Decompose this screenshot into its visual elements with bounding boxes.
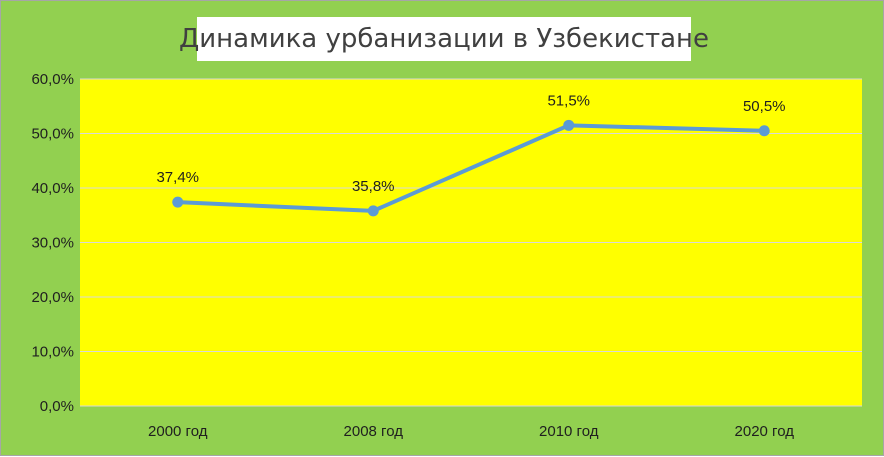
x-tick-label: 2000 год [148, 423, 208, 440]
data-point [563, 119, 575, 131]
y-tick-label: 20,0% [31, 289, 74, 306]
data-label: 35,8% [352, 178, 395, 195]
y-tick-label: 0,0% [40, 398, 74, 415]
series-line [175, 123, 767, 213]
data-point [758, 125, 770, 137]
y-tick-label: 30,0% [31, 235, 74, 252]
data-label: 50,5% [743, 98, 786, 115]
y-tick-label: 40,0% [31, 180, 74, 197]
y-tick-label: 60,0% [31, 71, 74, 88]
y-tick-label: 10,0% [31, 344, 74, 361]
chart-title-box: Динамика урбанизации в Узбекистане [179, 17, 709, 61]
y-axis-ticks: 0,0% 10,0% 20,0% 30,0% 40,0% 50,0% 60,0% [31, 71, 74, 415]
chart-title: Динамика урбанизации в Узбекистане [178, 24, 710, 54]
data-point [367, 205, 379, 217]
data-labels: 37,4% 35,8% 51,5% 50,5% [156, 92, 785, 195]
x-tick-label: 2020 год [735, 423, 795, 440]
data-point [172, 196, 184, 208]
data-label: 51,5% [547, 92, 590, 109]
series-layer [172, 119, 770, 217]
y-tick-label: 50,0% [31, 126, 74, 143]
x-axis-ticks: 2000 год 2008 год 2010 год 2020 год [148, 423, 794, 440]
gridlines [80, 78, 862, 407]
x-tick-label: 2010 год [539, 423, 599, 440]
x-tick-label: 2008 год [344, 423, 404, 440]
data-label: 37,4% [156, 169, 199, 186]
